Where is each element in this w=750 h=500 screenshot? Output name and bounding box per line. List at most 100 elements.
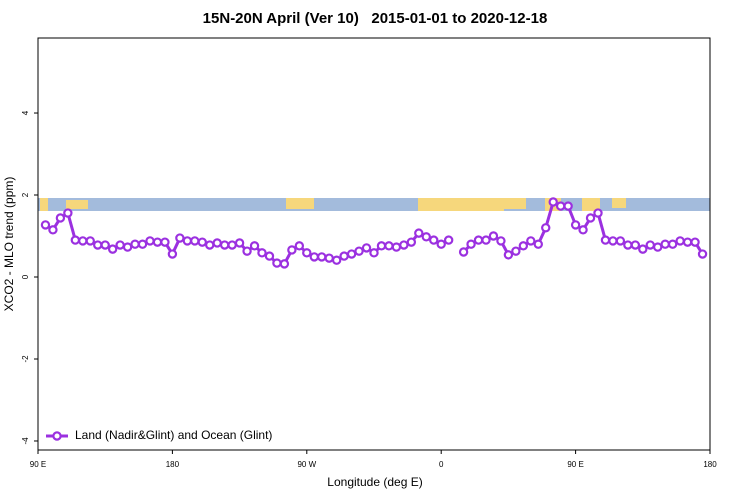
data-point — [466, 239, 476, 249]
x-tick-label: 0 — [439, 460, 444, 469]
data-point — [690, 237, 700, 247]
data-point — [85, 236, 95, 246]
data-point — [406, 237, 417, 247]
data-point — [182, 236, 193, 246]
data-point — [548, 197, 558, 207]
data-point — [541, 223, 551, 233]
data-point — [391, 242, 402, 252]
data-point — [287, 245, 297, 255]
chart-title: 15N-20N April (Ver 10) 2015-01-01 to 202… — [203, 10, 548, 27]
data-point — [234, 238, 245, 248]
y-tick-label: -2 — [21, 355, 30, 363]
data-point — [697, 249, 708, 259]
data-point — [152, 237, 163, 247]
data-point — [376, 241, 387, 251]
data-point — [115, 240, 125, 250]
data-point — [317, 252, 327, 262]
data-point — [70, 235, 81, 245]
data-point — [496, 236, 506, 246]
data-point — [503, 250, 514, 260]
data-point — [384, 241, 394, 251]
data-point — [160, 237, 170, 247]
data-point — [653, 242, 663, 252]
data-point — [429, 235, 439, 245]
data-point — [623, 240, 633, 250]
x-tick-label: 180 — [166, 460, 180, 469]
data-point — [212, 238, 222, 248]
data-point — [107, 244, 118, 254]
data-point — [302, 248, 312, 258]
x-tick-label: 90 E — [30, 460, 46, 469]
data-point — [272, 258, 282, 268]
data-point — [227, 240, 237, 250]
data-point — [48, 225, 58, 235]
data-point — [339, 251, 349, 261]
data-point — [354, 246, 364, 256]
y-tick-label: 2 — [21, 192, 30, 197]
data-point — [660, 239, 670, 249]
data-point — [585, 213, 596, 223]
data-point — [309, 252, 319, 262]
data-point — [421, 232, 431, 242]
data-point — [190, 236, 200, 246]
data-point — [197, 237, 207, 247]
data-point — [399, 240, 409, 250]
data-point — [137, 239, 148, 249]
data-point — [608, 236, 618, 246]
data-point — [436, 239, 446, 249]
data-point — [667, 239, 678, 249]
data-point — [473, 235, 484, 245]
data-point — [294, 241, 305, 251]
data-point — [638, 244, 648, 254]
data-point — [563, 201, 573, 211]
data-point — [615, 236, 626, 246]
data-point — [249, 241, 260, 251]
data-point — [511, 246, 521, 256]
data-point — [526, 236, 536, 246]
data-point — [488, 231, 499, 241]
data-point — [324, 253, 334, 263]
data-point — [533, 239, 543, 249]
data-point — [122, 242, 133, 252]
data-point — [55, 213, 66, 223]
data-point — [645, 240, 655, 250]
data-point — [361, 243, 372, 253]
data-point — [93, 240, 103, 250]
data-point — [675, 236, 685, 246]
x-tick-label: 90 W — [297, 460, 316, 469]
plot-frame — [37, 37, 711, 451]
data-point — [257, 248, 267, 258]
data-point — [346, 249, 357, 259]
x-tick-label: 90 E — [567, 460, 583, 469]
data-point — [369, 248, 379, 258]
data-point — [593, 208, 603, 218]
data-point — [145, 236, 155, 246]
data-point — [331, 255, 342, 265]
data-point — [414, 228, 424, 238]
y-tick-label: 0 — [21, 274, 30, 279]
data-point — [570, 220, 581, 230]
data-point — [167, 249, 178, 259]
data-point — [600, 235, 611, 245]
data-point — [78, 236, 88, 246]
data-point — [40, 220, 51, 230]
y-tick-label: 4 — [21, 110, 30, 115]
map-strip — [38, 198, 710, 211]
data-point — [130, 239, 140, 249]
data-point — [630, 240, 641, 250]
data-point — [518, 241, 529, 251]
data-point — [205, 240, 215, 250]
data-point — [175, 233, 185, 243]
y-axis-label: XCO2 - MLO trend (ppm) — [2, 177, 16, 312]
legend-marker — [52, 431, 62, 441]
data-point — [458, 247, 469, 257]
y-tick-label: -4 — [21, 437, 30, 445]
data-point — [100, 240, 110, 250]
data-point — [279, 259, 290, 269]
legend-label: Land (Nadir&Glint) and Ocean (Glint) — [75, 428, 272, 442]
data-point — [264, 251, 275, 261]
data-point — [63, 208, 73, 218]
x-tick-label: 180 — [703, 460, 717, 469]
x-axis-label: Longitude (deg E) — [327, 475, 422, 489]
